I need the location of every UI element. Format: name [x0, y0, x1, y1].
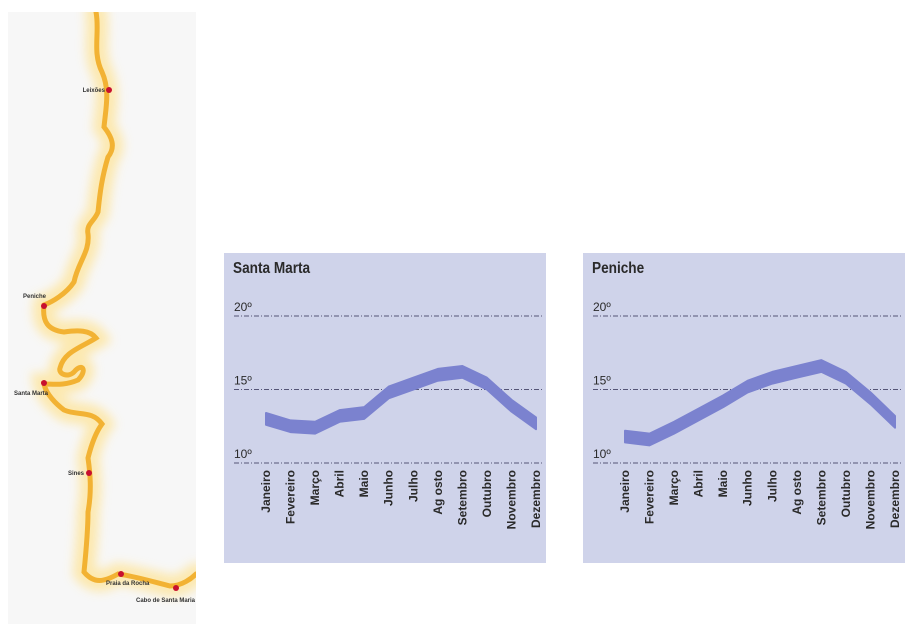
x-tick-label: Dezembro [888, 470, 902, 528]
place-label: Cabo de Santa Maria [136, 598, 196, 604]
x-tick-label: Novembro [504, 470, 518, 529]
temperature-band [266, 366, 536, 434]
y-tick-label: 10º [593, 447, 611, 461]
x-tick-label: Janeiro [259, 470, 273, 513]
x-tick-label: Abril [333, 470, 347, 497]
place-marker [173, 585, 179, 591]
x-tick-label: Ag osto [431, 470, 445, 515]
coastline-svg: Leixões Peniche Santa Marta Sines Praia da R… [8, 12, 196, 624]
x-tick-label: Outubro [480, 470, 494, 517]
place-marker [41, 303, 47, 309]
chart-plot: 20º 15º 10º Janeiro Fevereiro Março Abril Maio J… [224, 253, 546, 563]
x-tick-label: Setembro [455, 470, 469, 525]
x-tick-label: Março [667, 470, 681, 505]
y-tick-label: 20º [234, 300, 252, 314]
x-tick-label: Outubro [839, 470, 853, 517]
x-tick-label: Setembro [814, 470, 828, 525]
x-tick-label: Ag osto [790, 470, 804, 515]
x-tick-label: Março [308, 470, 322, 505]
x-tick-label: Dezembro [529, 470, 543, 528]
x-tick-label: Julho [765, 470, 779, 502]
place-marker [41, 380, 47, 386]
place-label: Santa Marta [14, 391, 49, 397]
place-label: Peniche [23, 294, 47, 300]
place-marker [86, 470, 92, 476]
x-tick-label: Janeiro [618, 470, 632, 513]
y-tick-label: 15º [234, 374, 252, 388]
y-tick-label: 10º [234, 447, 252, 461]
place-marker [118, 571, 124, 577]
chart-plot: 20º 15º 10º Janeiro Fevereiro Março Abril Maio J… [583, 253, 905, 563]
coast-glow [44, 12, 196, 586]
y-tick-label: 20º [593, 300, 611, 314]
x-tick-label: Maio [716, 470, 730, 497]
x-tick-label: Fevereiro [284, 470, 298, 524]
place-label: Sines [68, 471, 85, 477]
place-label: Praia da Rocha [106, 581, 150, 587]
x-tick-label: Abril [692, 470, 706, 497]
coast-map: Leixões Peniche Santa Marta Sines Praia da R… [8, 12, 196, 624]
place-label: Leixões [83, 88, 106, 94]
temperature-band [625, 360, 895, 445]
x-tick-label: Julho [406, 470, 420, 502]
y-tick-label: 15º [593, 374, 611, 388]
place-marker [106, 87, 112, 93]
x-tick-label: Junho [741, 470, 755, 506]
x-tick-label: Maio [357, 470, 371, 497]
x-tick-label: Junho [382, 470, 396, 506]
x-tick-label: Fevereiro [643, 470, 657, 524]
x-tick-label: Novembro [863, 470, 877, 529]
